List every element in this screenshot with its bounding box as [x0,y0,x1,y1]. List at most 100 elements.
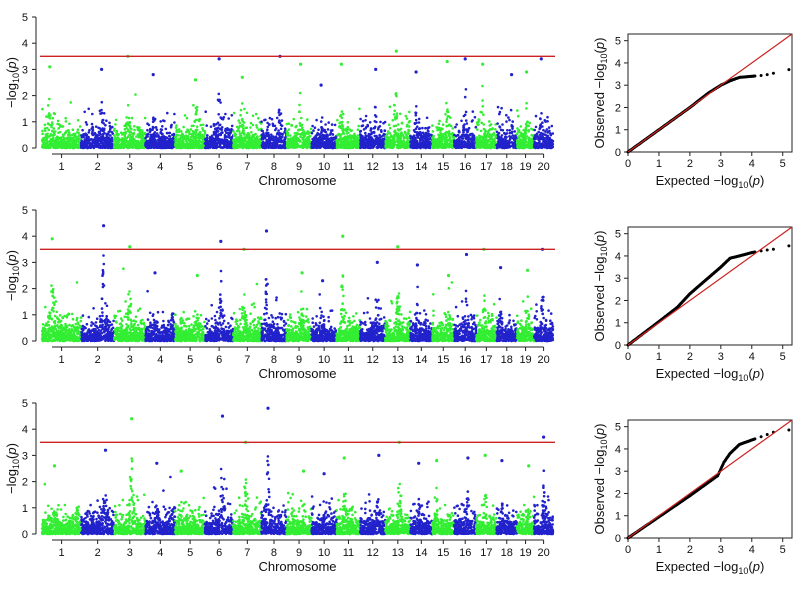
snp-point [373,114,377,117]
snp-point [260,144,264,147]
snp-point [164,142,167,145]
snp-point [414,118,418,122]
snp-point [417,117,421,121]
snp-point [469,144,473,147]
snp-point [408,110,411,114]
snp-point [227,133,230,136]
snp-point [63,140,67,144]
snp-point [41,132,44,136]
snp-point [224,112,227,116]
snp-point [373,143,377,147]
snp-point [266,125,270,129]
snp-peak-chr2 [100,67,104,71]
snp-point [112,134,116,137]
snp-point [408,120,411,123]
snp-point [470,120,474,123]
snp-point [351,134,354,138]
snp-point [330,136,333,140]
snp-point [412,142,415,145]
snp-point [378,125,382,128]
snp-point [204,110,207,113]
snp-point [308,135,311,138]
snp-point [438,119,441,123]
snp-point [208,135,212,139]
snp-point [445,120,448,123]
snp-point [331,129,334,132]
snp-point [209,142,213,146]
snp-point [225,146,229,150]
snp-point [292,138,296,142]
snp-peak-chr10 [319,83,323,87]
snp-point [67,133,70,136]
snp-point [417,133,420,137]
snp-point [427,133,430,136]
snp-point [48,117,52,120]
snp-point [414,127,418,130]
snp-point [419,138,423,142]
snp-point [456,133,460,137]
snp-point [339,138,343,141]
snp-point [195,128,198,132]
snp-point [402,137,406,140]
snp-point [207,140,210,143]
snp-point [131,135,134,138]
snp-point [391,119,395,122]
snp-point [257,128,261,131]
snp-point [361,136,365,139]
snp-point [225,138,229,142]
snp-point [161,135,165,139]
snp-point [464,133,468,136]
snp-point [488,139,491,142]
snp-point [151,125,155,129]
snp-point [468,133,472,137]
snp-point [275,116,279,120]
snp-point [94,125,98,128]
snp-point [124,123,127,127]
snp-point [104,123,107,127]
snp-point [396,123,400,126]
snp-point [446,108,449,111]
snp-point [112,129,116,132]
snp-point [394,93,398,96]
snp-point [378,145,381,148]
snp-point [436,141,440,145]
snp-point [80,143,83,146]
snp-point [255,146,258,150]
snp-point [435,126,438,129]
snp-point [249,139,253,142]
snp-point [84,133,88,136]
snp-point [268,145,272,148]
snp-point [462,114,466,118]
snp-point [217,133,221,136]
snp-point [161,119,165,122]
snp-point [384,146,388,149]
snp-point [249,126,252,129]
snp-point [474,125,478,129]
snp-point [73,142,77,145]
snp-point [78,125,82,128]
snp-point [46,122,50,125]
snp-point [447,134,451,138]
snp-point [52,133,55,137]
snp-point [57,146,60,149]
snp-point [425,144,429,148]
snp-point [262,141,265,145]
snp-point [195,125,199,128]
snp-point [442,142,446,146]
snp-point [244,139,247,143]
snp-point [301,145,305,149]
snp-point [185,116,189,120]
snp-point [283,136,287,139]
snp-point [220,131,223,134]
snp-point [409,141,412,144]
snp-point [270,117,274,121]
snp-point [189,135,193,139]
snp-point [168,131,172,135]
snp-point [213,127,217,131]
snp-point [126,103,130,107]
snp-point [289,134,292,137]
snp-point [45,126,49,130]
snp-point [302,135,306,139]
snp-point [90,137,93,141]
